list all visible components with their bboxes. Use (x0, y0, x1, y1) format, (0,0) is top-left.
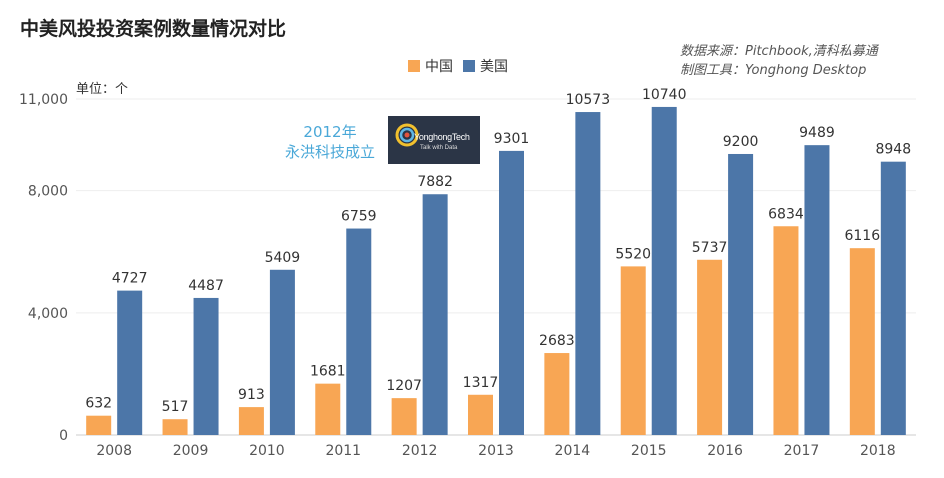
bar-china (773, 226, 799, 435)
bar-usa (346, 228, 372, 435)
data-source-note: 数据来源：Pitchbook,清科私募通 制图工具：Yonghong Deskt… (680, 42, 878, 80)
bar-china (544, 353, 570, 435)
data-label: 913 (238, 387, 265, 403)
x-tick-label: 2017 (784, 443, 820, 459)
bar-usa (422, 194, 448, 435)
y-tick-label: 8,000 (28, 184, 68, 200)
legend-item-usa[interactable]: 美国 (463, 56, 508, 76)
x-tick-label: 2015 (631, 443, 667, 459)
bar-china (849, 248, 875, 435)
source-line: 数据来源：Pitchbook,清科私募通 (680, 44, 878, 59)
data-label: 9200 (723, 134, 759, 150)
data-label: 10573 (566, 92, 611, 108)
x-tick-label: 2012 (402, 443, 438, 459)
y-tick-label: 0 (59, 428, 68, 444)
y-axis-unit-label: 单位：个 (76, 82, 129, 97)
chart-title: 中美风投投资案例数量情况对比 (20, 18, 287, 40)
bar-china (162, 419, 188, 435)
bar-china (315, 383, 341, 435)
bar-usa (269, 269, 295, 435)
data-label: 10740 (642, 87, 687, 103)
bar-china (697, 259, 723, 435)
legend-swatch-china (408, 60, 420, 72)
logo-text: YonghongTech (414, 132, 470, 142)
y-tick-label: 11,000 (19, 92, 68, 108)
logo-icon (395, 123, 419, 147)
data-label: 6116 (844, 228, 880, 244)
data-label: 6759 (341, 209, 377, 225)
data-label: 7882 (417, 174, 453, 190)
x-tick-label: 2016 (707, 443, 743, 459)
x-tick-label: 2008 (96, 443, 132, 459)
bar-china (86, 415, 112, 435)
x-tick-label: 2014 (555, 443, 591, 459)
data-label: 9301 (494, 131, 530, 147)
x-tick-label: 2009 (173, 443, 209, 459)
bar-usa (651, 106, 677, 435)
data-label: 4487 (188, 278, 224, 294)
data-label: 1681 (310, 364, 346, 380)
bar-usa (880, 161, 906, 436)
data-label: 517 (162, 399, 189, 415)
yonghong-logo: YonghongTech Talk with Data (388, 116, 480, 164)
tool-line: 制图工具：Yonghong Desktop (680, 63, 867, 78)
annotation-note: 2012年 永洪科技成立 (270, 122, 390, 162)
x-tick-label: 2011 (325, 443, 361, 459)
bar-usa (728, 153, 754, 435)
data-label: 1317 (463, 375, 499, 391)
bar-usa (804, 145, 830, 435)
legend-item-china[interactable]: 中国 (408, 56, 453, 76)
bar-usa (193, 297, 219, 435)
annotation-text: 永洪科技成立 (284, 143, 375, 161)
bar-china (468, 394, 493, 435)
x-tick-label: 2010 (249, 443, 285, 459)
data-label: 8948 (875, 142, 911, 158)
x-tick-label: 2013 (478, 443, 514, 459)
legend-label-usa: 美国 (480, 59, 508, 75)
legend-label-china: 中国 (425, 59, 453, 75)
data-label: 1207 (386, 378, 422, 394)
data-label: 5409 (265, 250, 301, 266)
data-label: 5737 (692, 240, 728, 256)
bar-usa (499, 150, 524, 435)
bar-usa (117, 290, 143, 435)
annotation-year: 2012年 (303, 123, 357, 141)
legend: 中国 美国 (408, 56, 508, 76)
bar-china (391, 398, 417, 435)
data-label: 632 (85, 396, 112, 412)
bar-usa (575, 112, 601, 435)
data-label: 9489 (799, 125, 835, 141)
data-label: 4727 (112, 271, 148, 287)
logo-subtext: Talk with Data (420, 145, 458, 151)
x-tick-label: 2018 (860, 443, 896, 459)
bar-china (238, 407, 264, 435)
data-label: 2683 (539, 333, 575, 349)
legend-swatch-usa (463, 60, 475, 72)
y-tick-label: 4,000 (28, 306, 68, 322)
data-label: 6834 (768, 206, 804, 222)
data-label: 5520 (615, 246, 651, 262)
bar-china (620, 266, 646, 435)
